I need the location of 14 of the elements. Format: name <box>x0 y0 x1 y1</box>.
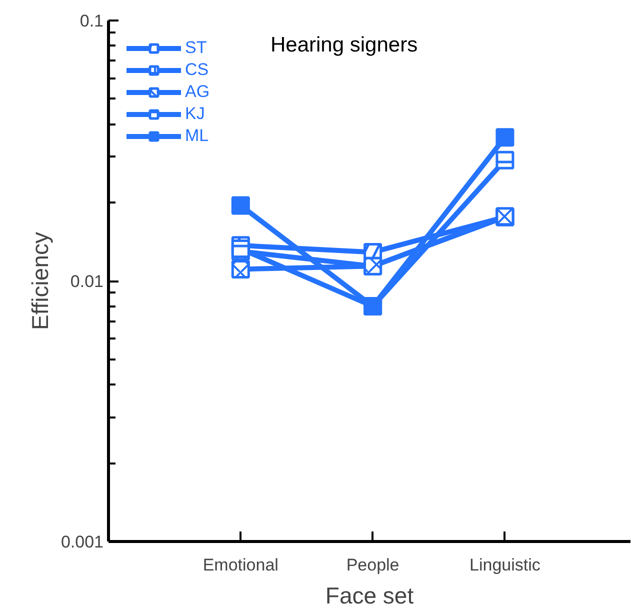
y-tick-label: 0.1 <box>80 12 104 30</box>
y-axis-title: Efficiency <box>26 231 53 330</box>
legend-label: ML <box>185 126 209 146</box>
text: Hearing signers <box>270 34 418 56</box>
y-tick-label: 0.01 <box>70 272 104 291</box>
y-tick-label: 0.001 <box>60 532 104 552</box>
x-tick-label: Emotional <box>202 556 278 574</box>
legend-label: CS <box>185 60 209 80</box>
x-tick-label: People <box>346 556 400 574</box>
x-tick-label: Linguistic <box>470 556 541 574</box>
legend-label: KJ <box>185 104 205 124</box>
legend-label: AG <box>185 82 210 102</box>
legend-label: ST <box>185 38 207 58</box>
x-axis-title: Face set <box>325 582 414 608</box>
